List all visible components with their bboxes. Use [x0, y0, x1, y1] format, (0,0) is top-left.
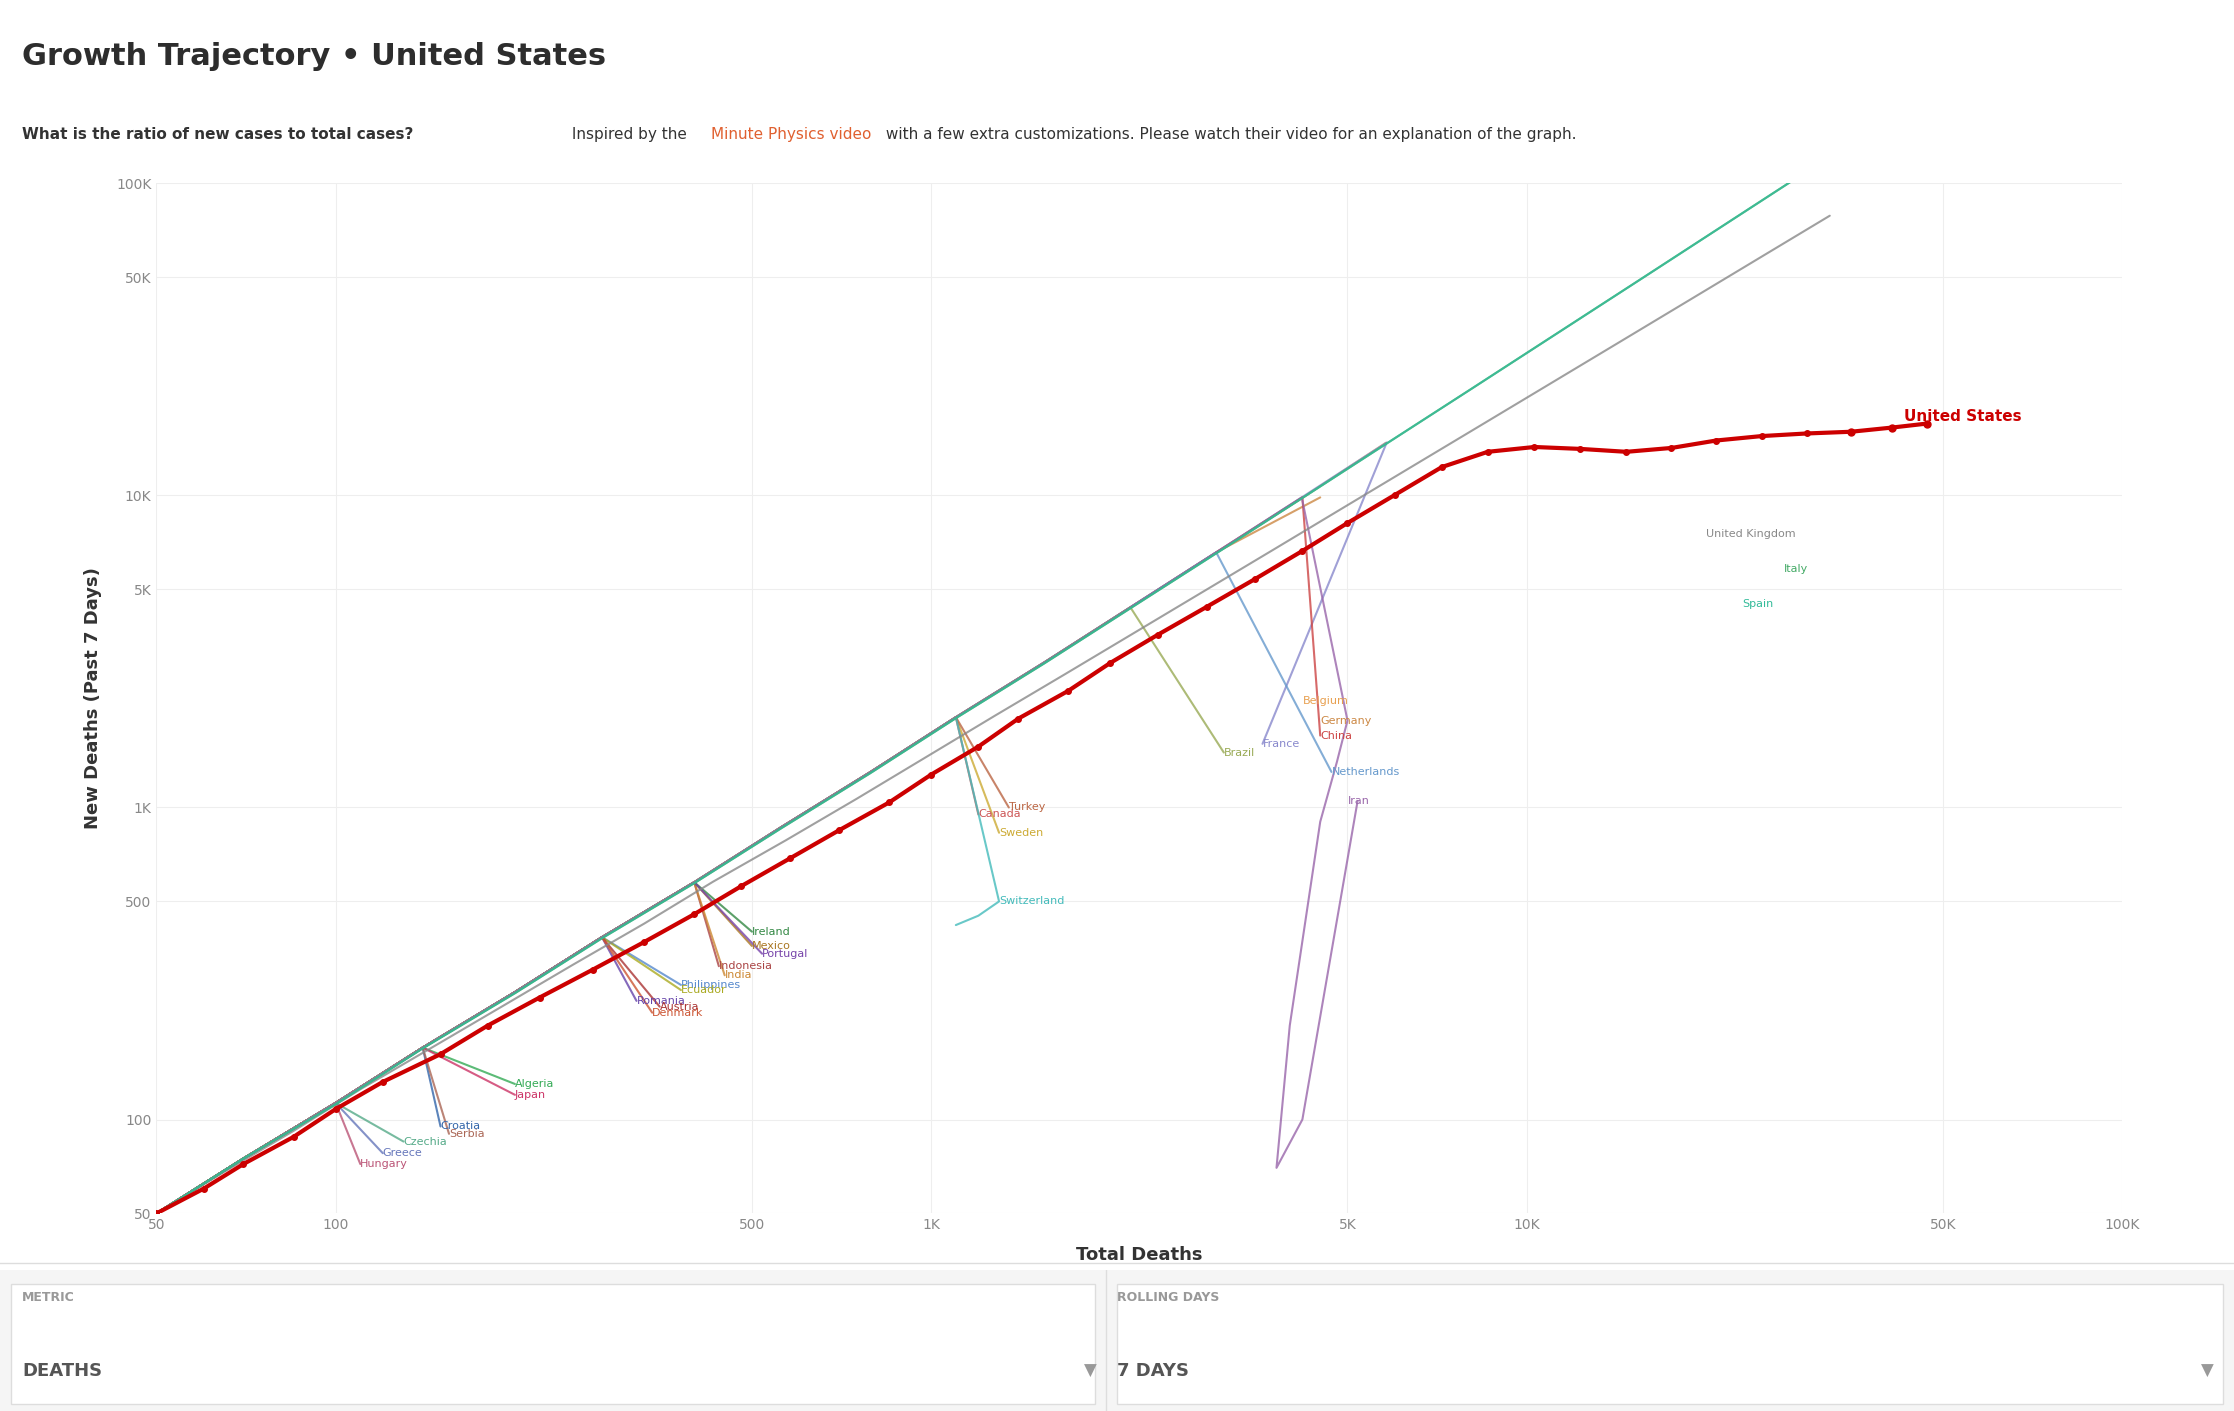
Text: Turkey: Turkey	[1010, 803, 1046, 813]
Text: Romania: Romania	[637, 996, 686, 1006]
Text: Inspired by the: Inspired by the	[567, 127, 693, 143]
Text: Germany: Germany	[1320, 715, 1372, 725]
Bar	[11, 1284, 1095, 1404]
Text: India: India	[724, 971, 753, 981]
Text: 7 DAYS: 7 DAYS	[1117, 1362, 1188, 1380]
Text: France: France	[1262, 739, 1300, 749]
Text: Greece: Greece	[382, 1149, 422, 1158]
Text: Brazil: Brazil	[1224, 748, 1256, 758]
Text: METRIC: METRIC	[22, 1291, 76, 1304]
Text: Hungary: Hungary	[360, 1158, 409, 1170]
Text: Ireland: Ireland	[753, 927, 791, 937]
Text: Italy: Italy	[1783, 564, 1807, 574]
Text: Netherlands: Netherlands	[1331, 768, 1401, 777]
Bar	[1117, 1284, 2223, 1404]
Text: Ecuador: Ecuador	[681, 985, 726, 995]
Text: Austria: Austria	[659, 1002, 699, 1012]
X-axis label: Total Deaths: Total Deaths	[1077, 1246, 1202, 1264]
Text: Indonesia: Indonesia	[719, 961, 773, 971]
Text: Portugal: Portugal	[762, 948, 809, 958]
Text: Switzerland: Switzerland	[999, 896, 1063, 906]
Text: What is the ratio of new cases to total cases?: What is the ratio of new cases to total …	[22, 127, 413, 143]
Text: Philippines: Philippines	[681, 979, 742, 991]
Text: Serbia: Serbia	[449, 1129, 485, 1139]
Text: Iran: Iran	[1347, 796, 1369, 806]
Text: Belgium: Belgium	[1302, 696, 1349, 706]
Text: DEATHS: DEATHS	[22, 1362, 103, 1380]
Y-axis label: New Deaths (Past 7 Days): New Deaths (Past 7 Days)	[85, 567, 103, 830]
Text: ▼: ▼	[1083, 1362, 1097, 1380]
Text: with a few extra customizations. Please watch their video for an explanation of : with a few extra customizations. Please …	[880, 127, 1577, 143]
Text: Minute Physics video: Minute Physics video	[710, 127, 871, 143]
Text: United States: United States	[1903, 409, 2022, 423]
Text: Mexico: Mexico	[753, 941, 791, 951]
Text: Sweden: Sweden	[999, 828, 1043, 838]
Text: Spain: Spain	[1743, 598, 1774, 608]
Text: United Kingdom: United Kingdom	[1707, 529, 1796, 539]
Text: Canada: Canada	[978, 810, 1021, 820]
Text: Czechia: Czechia	[404, 1136, 447, 1147]
Text: ROLLING DAYS: ROLLING DAYS	[1117, 1291, 1220, 1304]
Text: Growth Trajectory • United States: Growth Trajectory • United States	[22, 42, 605, 72]
Text: Algeria: Algeria	[514, 1079, 554, 1089]
Text: Croatia: Croatia	[440, 1122, 480, 1132]
Text: China: China	[1320, 731, 1352, 741]
Text: Denmark: Denmark	[652, 1007, 704, 1017]
Text: ▼: ▼	[2200, 1362, 2214, 1380]
Text: Japan: Japan	[514, 1089, 545, 1099]
